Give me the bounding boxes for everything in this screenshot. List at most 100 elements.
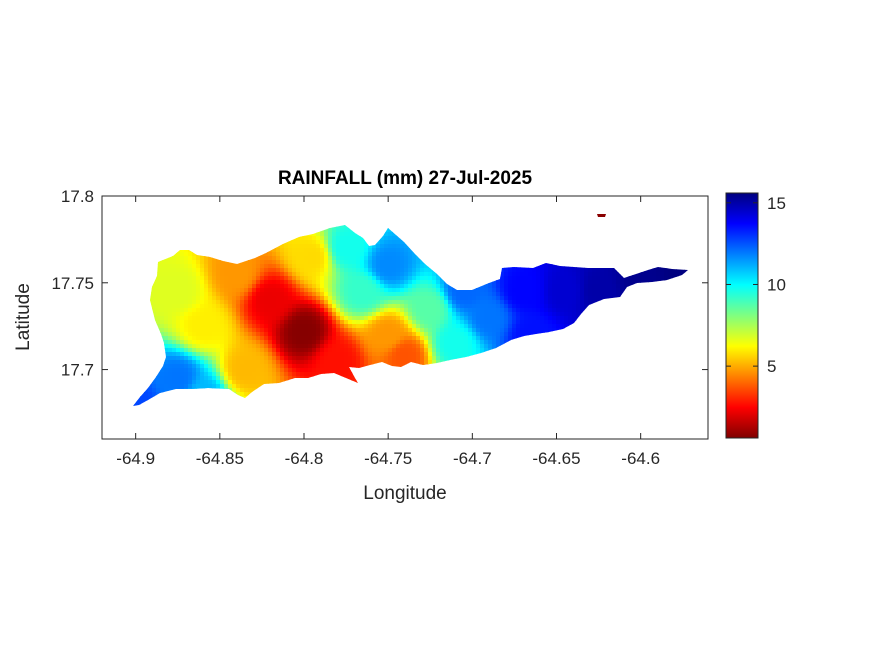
rainfall-cell bbox=[588, 236, 593, 241]
rainfall-cell bbox=[568, 336, 573, 341]
rainfall-cell bbox=[540, 264, 545, 269]
rainfall-cell bbox=[516, 328, 521, 333]
rainfall-cell bbox=[616, 348, 621, 353]
rainfall-cell bbox=[564, 328, 569, 333]
rainfall-cell bbox=[536, 232, 541, 237]
rainfall-cell bbox=[484, 256, 489, 261]
rainfall-cell bbox=[440, 348, 445, 353]
rainfall-cell bbox=[540, 352, 545, 357]
rainfall-cell bbox=[232, 264, 237, 269]
rainfall-cell bbox=[136, 340, 141, 345]
rainfall-cell bbox=[128, 316, 133, 321]
rainfall-cell bbox=[584, 304, 589, 309]
rainfall-cell bbox=[500, 264, 505, 269]
rainfall-cell bbox=[256, 276, 261, 281]
rainfall-cell bbox=[216, 268, 221, 273]
rainfall-cell bbox=[204, 244, 209, 249]
rainfall-cell bbox=[276, 244, 281, 249]
rainfall-cell bbox=[380, 336, 385, 341]
rainfall-cell bbox=[133, 256, 137, 261]
rainfall-cell bbox=[360, 300, 365, 305]
rainfall-cell bbox=[540, 280, 545, 285]
rainfall-cell bbox=[356, 300, 361, 305]
rainfall-cell bbox=[652, 332, 657, 337]
rainfall-cell bbox=[420, 260, 425, 265]
rainfall-cell bbox=[264, 280, 269, 285]
rainfall-cell bbox=[144, 308, 149, 313]
rainfall-cell bbox=[200, 320, 205, 325]
rainfall-cell bbox=[348, 292, 353, 297]
rainfall-cell bbox=[632, 236, 637, 241]
rainfall-cell bbox=[268, 276, 273, 281]
rainfall-cell bbox=[632, 316, 637, 321]
rainfall-cell bbox=[208, 276, 213, 281]
rainfall-cell bbox=[496, 344, 501, 349]
rainfall-cell bbox=[156, 340, 161, 345]
rainfall-cell bbox=[384, 284, 389, 289]
rainfall-cell bbox=[348, 225, 353, 229]
rainfall-cell bbox=[216, 344, 221, 349]
rainfall-cell bbox=[588, 228, 593, 233]
rainfall-cell bbox=[664, 268, 669, 273]
rainfall-cell bbox=[640, 320, 645, 325]
rainfall-cell bbox=[228, 328, 233, 333]
rainfall-cell bbox=[180, 276, 185, 281]
rainfall-cell bbox=[176, 316, 181, 321]
rainfall-cell bbox=[548, 352, 553, 357]
rainfall-cell bbox=[360, 332, 365, 337]
rainfall-cell bbox=[304, 248, 309, 253]
rainfall-cell bbox=[324, 300, 329, 305]
rainfall-cell bbox=[316, 284, 321, 289]
rainfall-cell bbox=[676, 328, 681, 333]
rainfall-cell bbox=[416, 308, 421, 313]
rainfall-cell bbox=[496, 308, 501, 313]
rainfall-cell bbox=[316, 264, 321, 269]
rainfall-cell bbox=[228, 248, 233, 253]
rainfall-cell bbox=[464, 316, 469, 321]
rainfall-cell bbox=[288, 240, 293, 245]
rainfall-cell bbox=[316, 276, 321, 281]
rainfall-cell bbox=[232, 276, 237, 281]
rainfall-cell bbox=[576, 232, 581, 237]
rainfall-cell bbox=[688, 344, 693, 349]
rainfall-cell bbox=[400, 296, 405, 301]
rainfall-cell bbox=[544, 332, 549, 337]
rainfall-cell bbox=[332, 252, 337, 257]
rainfall-cell bbox=[288, 336, 293, 341]
rainfall-cell bbox=[632, 252, 637, 257]
rainfall-cell bbox=[184, 276, 189, 281]
rainfall-cell bbox=[588, 336, 593, 341]
rainfall-cell bbox=[220, 284, 225, 289]
rainfall-cell bbox=[668, 284, 673, 289]
rainfall-cell bbox=[264, 296, 269, 301]
rainfall-cell bbox=[484, 288, 489, 293]
rainfall-cell bbox=[588, 260, 593, 265]
rainfall-cell bbox=[416, 256, 421, 261]
rainfall-cell bbox=[288, 288, 293, 293]
rainfall-cell bbox=[188, 260, 193, 265]
rainfall-cell bbox=[544, 280, 549, 285]
rainfall-cell bbox=[684, 256, 688, 261]
rainfall-cell bbox=[624, 256, 629, 261]
rainfall-cell bbox=[204, 288, 209, 293]
rainfall-cell bbox=[664, 312, 669, 317]
rainfall-cell bbox=[508, 316, 513, 321]
rainfall-cell bbox=[248, 344, 253, 349]
rainfall-cell bbox=[624, 264, 629, 269]
rainfall-cell bbox=[176, 276, 181, 281]
rainfall-cell bbox=[656, 332, 661, 337]
rainfall-cell bbox=[228, 352, 233, 357]
rainfall-cell bbox=[200, 312, 205, 317]
rainfall-cell bbox=[388, 244, 393, 249]
rainfall-cell bbox=[220, 304, 225, 309]
rainfall-cell bbox=[528, 252, 533, 257]
rainfall-cell bbox=[596, 264, 601, 269]
rainfall-cell bbox=[136, 220, 141, 225]
rainfall-cell bbox=[332, 288, 337, 293]
rainfall-cell bbox=[472, 268, 477, 273]
rainfall-cell bbox=[340, 296, 345, 301]
rainfall-cell bbox=[424, 248, 429, 253]
rainfall-cell bbox=[484, 356, 489, 361]
rainfall-cell bbox=[428, 308, 433, 313]
rainfall-cell bbox=[616, 312, 621, 317]
